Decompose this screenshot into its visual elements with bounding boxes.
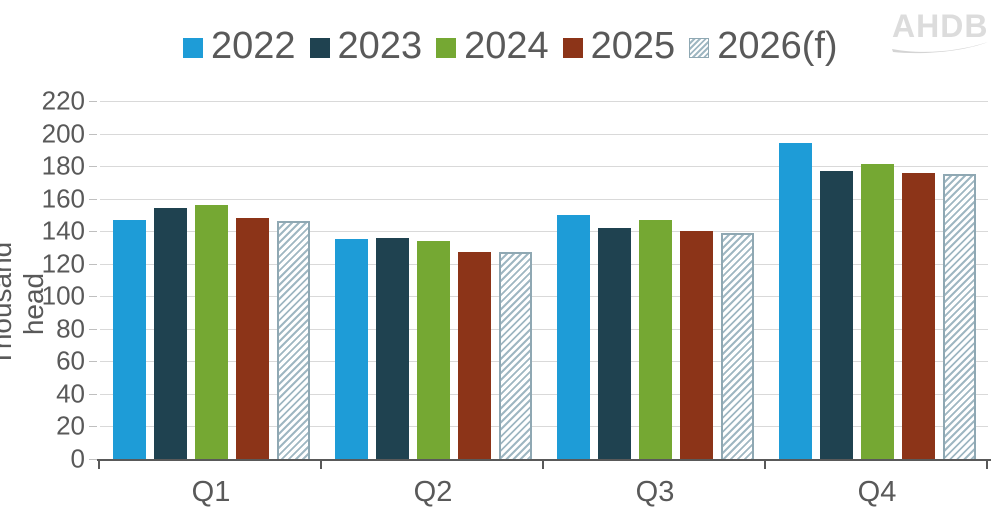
gridline-160 [100, 198, 988, 200]
y-tick-label-140: 140 [41, 215, 85, 246]
gridline-200 [100, 133, 988, 135]
y-tick-200 [89, 133, 97, 135]
bar-2024-Q1 [194, 205, 228, 459]
x-tick-label-Q1: Q1 [191, 476, 231, 508]
legend-swatch-2024 [436, 38, 457, 58]
y-tick-label-160: 160 [41, 183, 85, 214]
legend: 2022 2023 2024 2025 2026(f) [183, 26, 852, 66]
legend-item-2023: 2023 [309, 25, 423, 67]
bar-2026(f)-Q1 [276, 221, 310, 459]
gridline-180 [100, 166, 988, 168]
bar-2022-Q4 [778, 143, 812, 459]
y-tick-60 [89, 361, 97, 363]
bar-2023-Q2 [375, 237, 409, 459]
x-tick-4 [986, 461, 988, 469]
x-tick-label-Q3: Q3 [635, 476, 675, 508]
legend-label: 2025 [590, 25, 676, 67]
legend-label: 2022 [211, 25, 296, 67]
x-tick-2 [542, 461, 544, 469]
y-tick-label-220: 220 [41, 85, 85, 116]
bar-group-Q2 [322, 237, 544, 459]
y-tick-label-80: 80 [56, 313, 85, 344]
bar-2024-Q3 [638, 219, 672, 459]
bar-2022-Q1 [112, 219, 146, 459]
bar-group-Q4 [766, 143, 988, 459]
gridline-80 [100, 328, 988, 330]
y-tick-160 [89, 198, 97, 200]
y-tick-label-120: 120 [41, 248, 85, 279]
x-tick-3 [764, 461, 766, 469]
bar-2026(f)-Q2 [498, 252, 532, 459]
ahdb-logo: AHDB [892, 10, 988, 54]
y-tick-140 [89, 231, 97, 233]
legend-swatch-2023 [309, 38, 330, 58]
legend-item-2025: 2025 [562, 25, 676, 67]
bar-2026(f)-Q4 [942, 174, 976, 459]
y-tick-20 [89, 426, 97, 428]
bar-2022-Q3 [556, 214, 590, 459]
bar-2023-Q3 [597, 227, 631, 459]
gridline-140 [100, 231, 988, 233]
legend-label: 2023 [337, 25, 423, 67]
x-tick-label-Q2: Q2 [413, 476, 453, 508]
y-tick-label-180: 180 [41, 150, 85, 181]
y-tick-label-60: 60 [56, 345, 85, 376]
y-tick-label-40: 40 [56, 378, 85, 409]
y-tick-label-200: 200 [41, 118, 85, 149]
bar-2022-Q2 [334, 239, 368, 459]
x-tick-label-Q4: Q4 [857, 476, 897, 508]
y-tick-40 [89, 393, 97, 395]
y-tick-label-100: 100 [41, 280, 85, 311]
legend-item-2022: 2022 [183, 26, 296, 66]
x-tick-0 [98, 461, 100, 469]
bar-group-Q3 [544, 214, 766, 459]
x-axis-line [97, 459, 991, 461]
legend-swatch-2026(f) [689, 38, 710, 58]
bar-2025-Q4 [901, 172, 935, 459]
y-tick-180 [89, 166, 97, 168]
bar-2025-Q3 [679, 231, 713, 459]
legend-item-2024: 2024 [436, 26, 549, 66]
legend-item-2026(f): 2026(f) [689, 25, 838, 67]
y-tick-label-0: 0 [70, 443, 85, 474]
y-tick-220 [89, 101, 97, 102]
ahdb-logo-text: AHDB [892, 8, 989, 44]
y-tick-120 [89, 263, 97, 265]
gridline-100 [100, 296, 988, 298]
bar-2025-Q1 [235, 218, 269, 459]
bar-2024-Q2 [416, 240, 450, 459]
bar-2025-Q2 [457, 252, 491, 459]
y-tick-100 [89, 296, 97, 298]
gridline-220 [100, 101, 988, 102]
bar-2023-Q4 [819, 170, 853, 459]
gridline-20 [100, 426, 988, 428]
bar-group-Q1 [100, 205, 322, 459]
y-tick-0 [89, 459, 97, 460]
y-tick-label-20: 20 [56, 410, 85, 441]
x-tick-1 [320, 461, 322, 469]
gridline-40 [100, 393, 988, 395]
bars-layer [100, 101, 988, 459]
legend-swatch-2025 [562, 38, 583, 58]
legend-label: 2024 [464, 25, 549, 67]
bar-2024-Q4 [860, 164, 894, 459]
bar-2026(f)-Q3 [720, 232, 754, 459]
gridline-120 [100, 263, 988, 265]
gridline-60 [100, 361, 988, 363]
legend-label: 2026(f) [717, 25, 838, 67]
ahdb-logo-swoosh-icon [892, 42, 988, 54]
bar-2023-Q1 [153, 208, 187, 459]
legend-swatch-2022 [183, 38, 203, 58]
y-tick-80 [89, 328, 97, 330]
